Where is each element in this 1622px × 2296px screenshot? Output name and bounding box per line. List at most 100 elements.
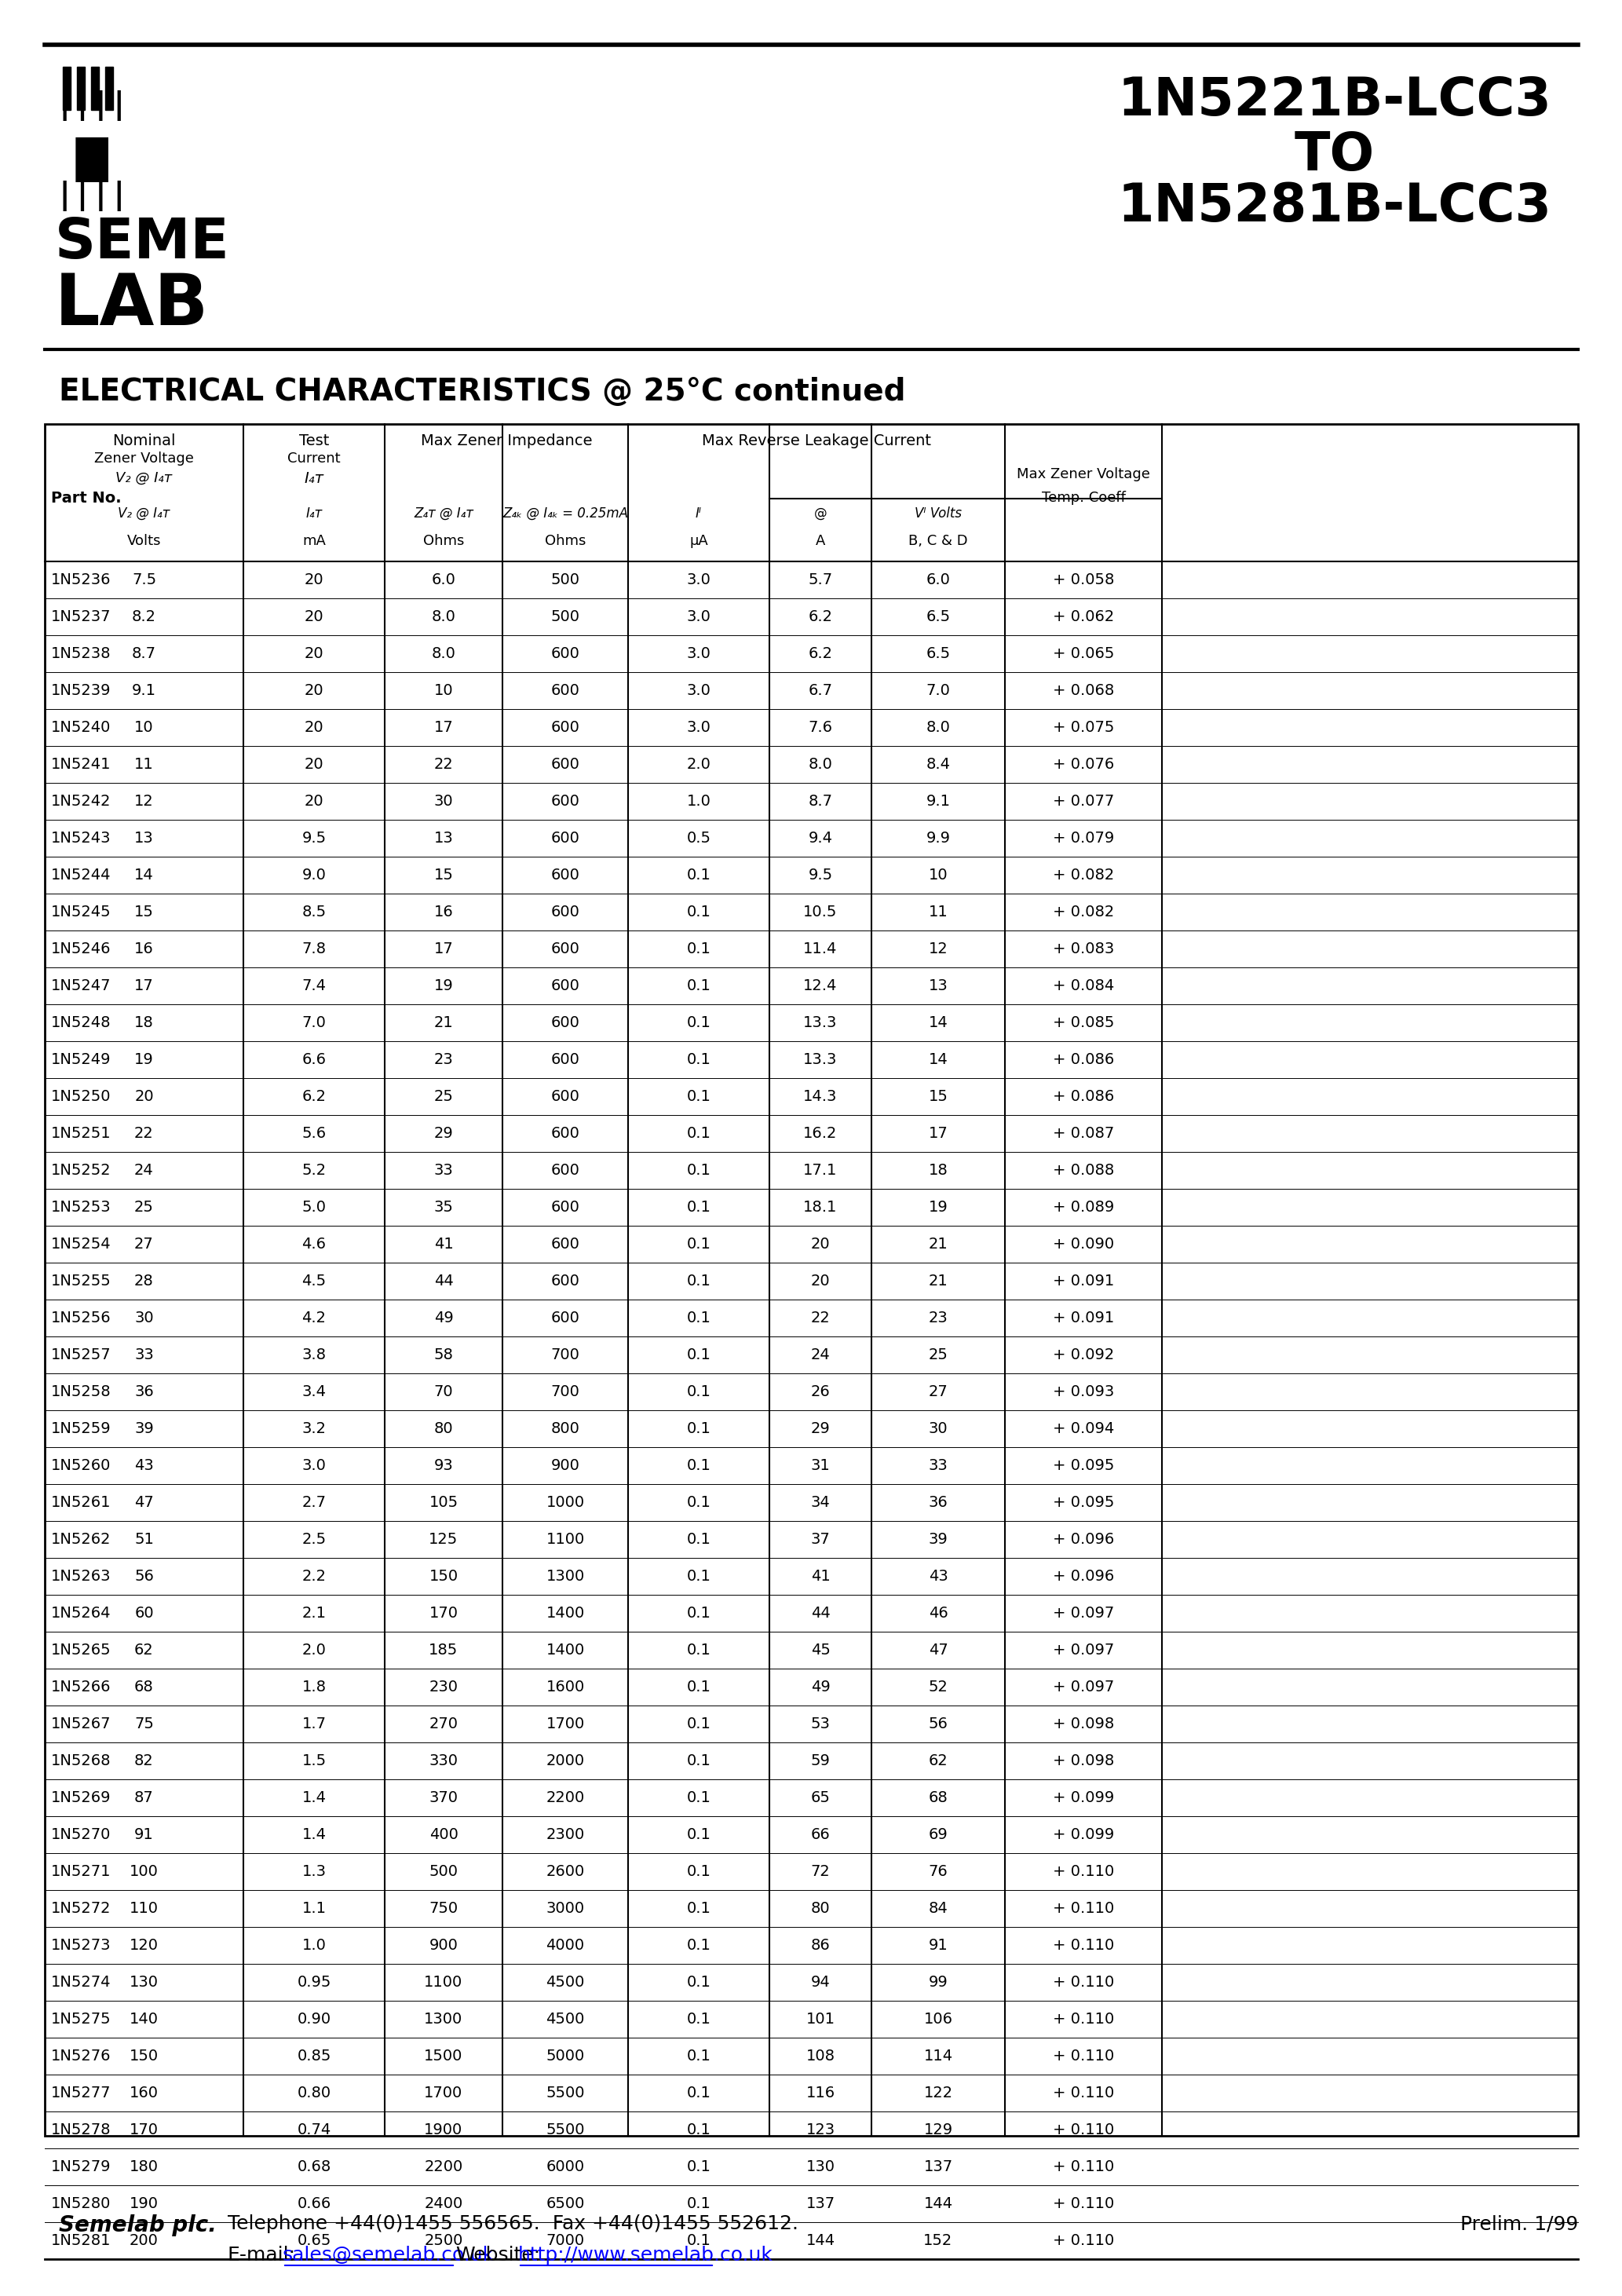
Text: 9.9: 9.9 [926,831,950,845]
Text: + 0.095: + 0.095 [1053,1458,1114,1474]
Text: 1N5279: 1N5279 [50,2158,110,2174]
Text: 22: 22 [135,1125,154,1141]
Text: 0.1: 0.1 [686,1052,710,1068]
Text: 0.1: 0.1 [686,1938,710,1954]
Text: 600: 600 [551,758,579,771]
Text: 130: 130 [806,2158,835,2174]
Text: + 0.096: + 0.096 [1053,1531,1114,1548]
Bar [76,67,84,110]
Text: 43: 43 [135,1458,154,1474]
Text: 7.6: 7.6 [808,721,832,735]
Text: 160: 160 [130,2085,159,2101]
Text: 23: 23 [433,1052,453,1068]
Text: Vᴵ Volts: Vᴵ Volts [915,507,962,521]
Text: 17: 17 [433,721,453,735]
Text: 26: 26 [811,1384,830,1398]
Text: LAB: LAB [55,271,209,340]
Text: 18: 18 [928,1162,947,1178]
Text: 0.90: 0.90 [297,2011,331,2027]
Text: 1N5261: 1N5261 [50,1495,110,1511]
Text: 58: 58 [433,1348,453,1362]
Text: 1N5247: 1N5247 [50,978,110,994]
Text: 190: 190 [130,2197,159,2211]
Text: + 0.110: + 0.110 [1053,2011,1114,2027]
Text: TO: TO [1294,129,1375,181]
Text: A: A [816,535,826,549]
Text: 9.4: 9.4 [808,831,832,845]
Text: 0.1: 0.1 [686,941,710,957]
Text: 1N5267: 1N5267 [50,1717,110,1731]
Text: 0.66: 0.66 [297,2197,331,2211]
Text: 18.1: 18.1 [803,1201,837,1215]
Text: 20: 20 [305,794,324,808]
Text: 34: 34 [811,1495,830,1511]
Text: 1N5250: 1N5250 [50,1088,110,1104]
Text: 60: 60 [135,1605,154,1621]
Text: 49: 49 [811,1681,830,1694]
Text: 1N5278: 1N5278 [50,2122,110,2138]
Text: 600: 600 [551,868,579,882]
Text: 1N5243: 1N5243 [50,831,110,845]
Text: 41: 41 [433,1238,453,1251]
Text: mA: mA [302,535,326,549]
Text: 1N5239: 1N5239 [50,684,110,698]
Text: 1500: 1500 [425,2048,462,2064]
Text: 75: 75 [135,1717,154,1731]
Text: + 0.110: + 0.110 [1053,2234,1114,2248]
Text: 1N5252: 1N5252 [50,1162,112,1178]
Text: 8.0: 8.0 [808,758,832,771]
Text: 2.5: 2.5 [302,1531,326,1548]
Text: 3.0: 3.0 [686,608,710,625]
Text: 0.1: 0.1 [686,1311,710,1325]
Text: 152: 152 [923,2234,952,2248]
Text: 600: 600 [551,1311,579,1325]
Text: 0.1: 0.1 [686,1605,710,1621]
Text: 0.1: 0.1 [686,1495,710,1511]
Text: 7.8: 7.8 [302,941,326,957]
Text: 11: 11 [135,758,154,771]
Text: 1N5259: 1N5259 [50,1421,112,1437]
Text: 100: 100 [130,1864,159,1878]
Text: 180: 180 [130,2158,159,2174]
Text: + 0.088: + 0.088 [1053,1162,1114,1178]
Text: 33: 33 [928,1458,947,1474]
Text: 1N5269: 1N5269 [50,1791,110,1805]
Text: 370: 370 [430,1791,457,1805]
Text: 8.4: 8.4 [926,758,950,771]
Text: 0.1: 0.1 [686,1901,710,1915]
Text: 9.0: 9.0 [302,868,326,882]
Text: 0.1: 0.1 [686,1384,710,1398]
Text: 18: 18 [135,1015,154,1031]
Text: 600: 600 [551,1274,579,1288]
Text: 62: 62 [928,1754,947,1768]
Text: 4500: 4500 [547,1975,584,1991]
Bar [105,67,114,110]
Text: 600: 600 [551,905,579,918]
Text: 17: 17 [135,978,154,994]
Text: 6500: 6500 [547,2197,584,2211]
Bar [45,425,1578,2135]
Text: 27: 27 [135,1238,154,1251]
Text: + 0.098: + 0.098 [1053,1754,1114,1768]
Text: 500: 500 [551,572,579,588]
Text: + 0.079: + 0.079 [1053,831,1114,845]
Text: @: @ [814,507,827,521]
Text: 600: 600 [551,1052,579,1068]
Text: 170: 170 [130,2122,159,2138]
Text: 8.7: 8.7 [808,794,832,808]
Text: 0.1: 0.1 [686,1754,710,1768]
Text: 0.85: 0.85 [297,2048,331,2064]
Text: 200: 200 [130,2234,159,2248]
Text: 22: 22 [811,1311,830,1325]
Text: 10: 10 [928,868,947,882]
Text: + 0.097: + 0.097 [1053,1681,1114,1694]
Text: 91: 91 [135,1828,154,1841]
Text: 6.2: 6.2 [302,1088,326,1104]
Text: 59: 59 [811,1754,830,1768]
Text: 0.1: 0.1 [686,1458,710,1474]
Text: 1N5281: 1N5281 [50,2234,110,2248]
Text: Volts: Volts [127,535,161,549]
Text: 39: 39 [135,1421,154,1437]
Text: 0.1: 0.1 [686,1421,710,1437]
Text: 1N5237: 1N5237 [50,608,110,625]
